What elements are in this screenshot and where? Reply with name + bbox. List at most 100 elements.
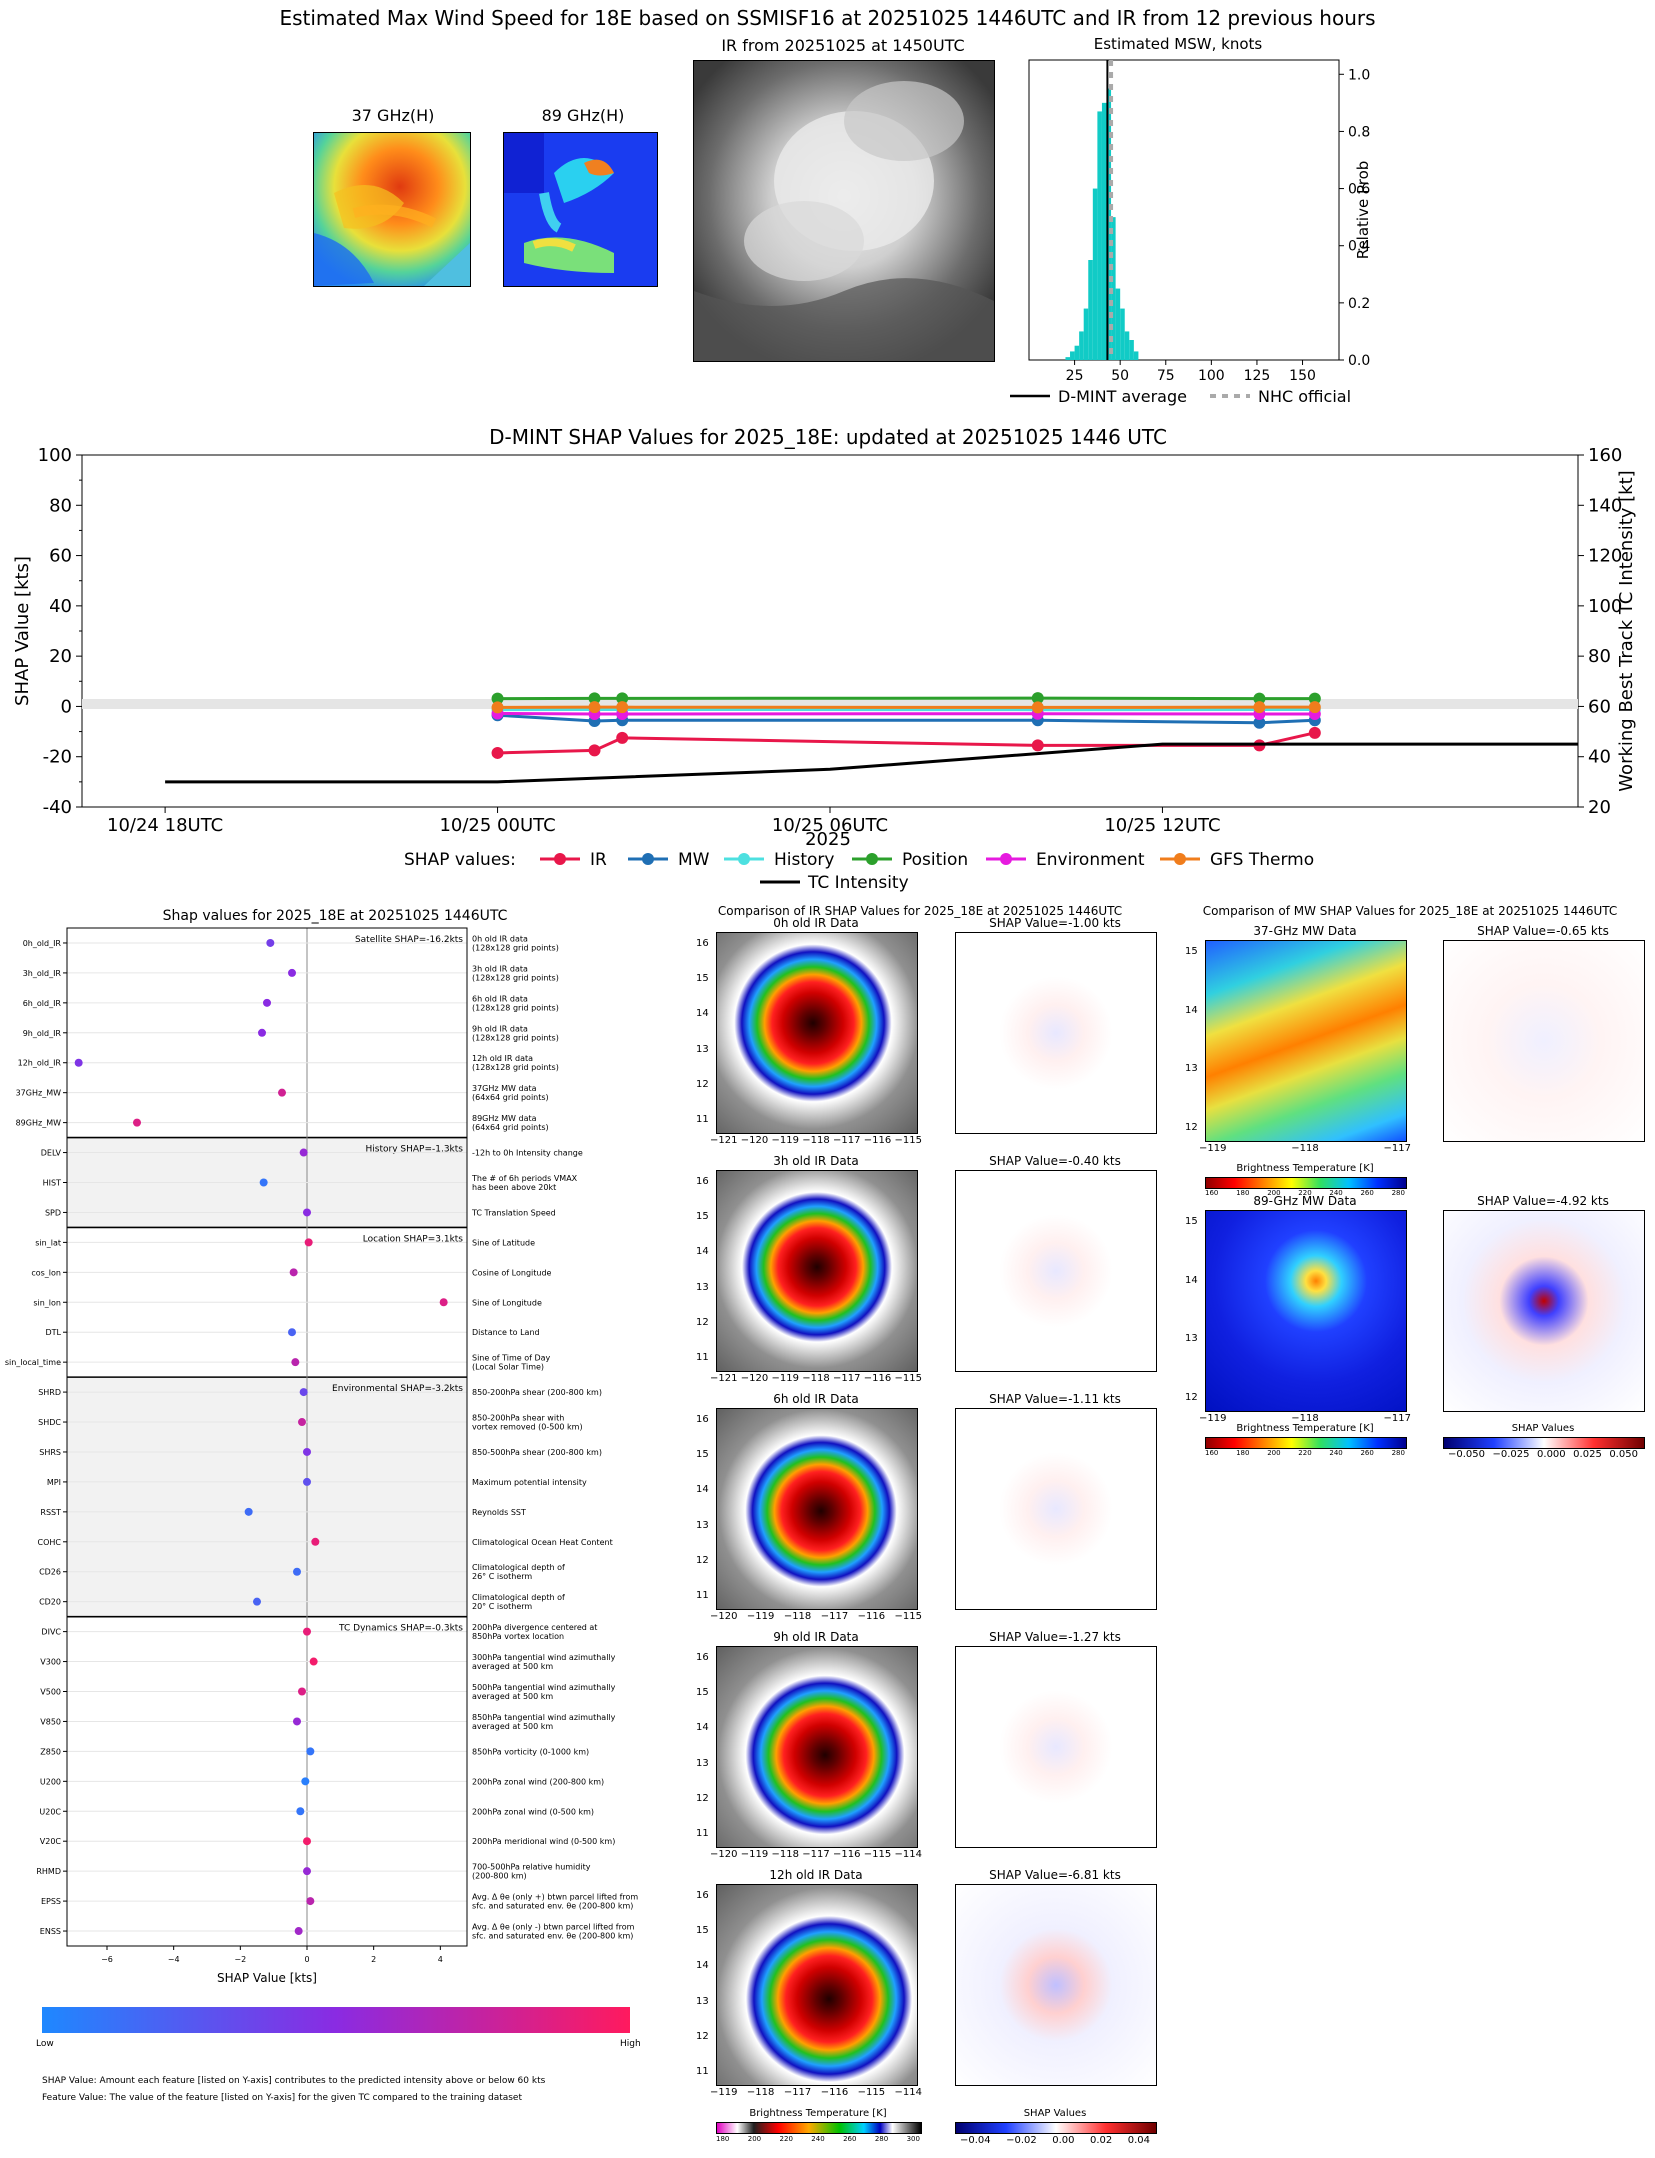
- mw-xticks: −119 −118 −117: [1199, 1413, 1411, 1424]
- msw-xtick-label: 50: [1111, 368, 1129, 384]
- feature-description: averaged at 500 km: [472, 1722, 553, 1731]
- ts-ytick-right-label: 160: [1588, 445, 1622, 466]
- feature-description: 850-200hPa shear with: [472, 1414, 564, 1423]
- mw-data-title: 37-GHz MW Data: [1253, 924, 1357, 938]
- feature-description: Climatological Ocean Heat Content: [472, 1538, 613, 1547]
- feature-name: 89GHz_MW: [16, 1119, 61, 1128]
- ir-xtick-label: −118: [802, 1373, 830, 1384]
- ir-xtick-label: −115: [894, 1373, 922, 1384]
- mw-shap-tick: 0.000: [1537, 1449, 1566, 1460]
- mw-bt-tick: 280: [1391, 1449, 1405, 1457]
- histogram-bar: [1088, 260, 1093, 360]
- ir-xticks: −121 −120 −119 −118 −117 −116 −115: [710, 1373, 922, 1384]
- mw-bt-tick: 180: [1236, 1449, 1250, 1457]
- series-point-gfs-thermo: [491, 701, 504, 714]
- feature-name: RSST: [40, 1508, 61, 1517]
- series-point-ir: [1308, 726, 1321, 739]
- feature-point: [293, 1717, 301, 1726]
- mw-bt-tick: 240: [1329, 1189, 1343, 1197]
- ir-xtick-label: −121: [710, 1135, 738, 1146]
- ir-xtick-label: −117: [783, 2087, 812, 2098]
- ir-ytick-label: 12: [696, 1078, 709, 1090]
- ir-xtick-label: −117: [802, 1849, 830, 1860]
- series-point-gfs-thermo: [1031, 701, 1044, 714]
- feature-name: EPSS: [41, 1897, 61, 1906]
- feature-point: [304, 1238, 313, 1247]
- ir-data-title: 12h old IR Data: [769, 1868, 863, 1882]
- ir-xtick-label: −116: [833, 1849, 861, 1860]
- legend-nhc-label: NHC official: [1258, 387, 1351, 406]
- shap-feature-chart: Shap values for 2025_18E at 20251025 144…: [5, 908, 641, 2103]
- feature-name: U200: [40, 1777, 61, 1786]
- mw-shap-title: SHAP Value=-4.92 kts: [1477, 1194, 1609, 1208]
- msw-histogram: Estimated MSW, knots 25 50 75 100 125 150 0.0…: [1010, 36, 1372, 406]
- ts-ytick-right-label: 140: [1588, 495, 1622, 516]
- ir-data-image: [716, 1408, 918, 1610]
- ir-data-title: 0h old IR Data: [773, 916, 859, 930]
- mw37-image: [313, 132, 471, 287]
- feature-name: MPI: [47, 1478, 61, 1487]
- ts-xtick-label: 10/25 00UTC: [439, 815, 555, 836]
- mw-bt-tick: 220: [1298, 1189, 1312, 1197]
- mw-bt-tick: 240: [1329, 1449, 1343, 1457]
- feature-name: DTL: [45, 1328, 61, 1337]
- feature-point: [293, 1567, 301, 1576]
- msw-ytick-label: 0.4: [1348, 239, 1370, 255]
- mw-shap-title: SHAP Value=-0.65 kts: [1477, 924, 1609, 938]
- mw-ytick-label: 12: [1185, 1122, 1198, 1133]
- mw-bt-tick: 160: [1205, 1189, 1219, 1197]
- ir-ytick-label: 16: [696, 1176, 709, 1187]
- mw-shap-image: [1443, 940, 1645, 1142]
- series-point-position: [1308, 692, 1321, 705]
- feature-name: Z850: [40, 1747, 61, 1756]
- ir-ytick-label: 11: [696, 1590, 709, 1601]
- ts-ytick-label: 20: [49, 646, 72, 667]
- feature-point: [244, 1507, 253, 1516]
- series-point-gfs-thermo: [1253, 701, 1266, 714]
- ts-ytick-label: 100: [38, 445, 72, 466]
- series-point-gfs-thermo: [616, 701, 629, 714]
- feature-name: ENSS: [40, 1927, 61, 1936]
- feature-description: 9h old IR data: [472, 1024, 528, 1033]
- ir-xtick-label: −120: [710, 1849, 738, 1860]
- ir-data-image: [716, 932, 918, 1134]
- feature-description: 20° C isotherm: [472, 1602, 532, 1611]
- shap-time-title: D-MINT SHAP Values for 2025_18E: updated…: [489, 425, 1167, 449]
- msw-axes-frame: [1028, 59, 1340, 361]
- ir-ytick-label: 16: [696, 938, 709, 949]
- ir-ytick-label: 14: [696, 1722, 709, 1734]
- series-point-position: [616, 692, 629, 705]
- feature-point: [294, 1927, 303, 1936]
- ir-data-image: [716, 1170, 918, 1372]
- ir-xtick-label: −114: [894, 2087, 922, 2098]
- legend-dmint-label: D-MINT average: [1058, 387, 1187, 406]
- feature-point: [299, 1388, 308, 1397]
- histogram-bar: [1097, 111, 1102, 360]
- msw-xtick-label: 25: [1066, 368, 1084, 384]
- legend-marker: [738, 853, 750, 865]
- ir-xtick-label: −119: [746, 1611, 775, 1622]
- ir-xtick-label: −116: [863, 1135, 892, 1146]
- ir-xtick-label: −119: [710, 2087, 738, 2098]
- mw-bt-tick: 220: [1298, 1449, 1312, 1457]
- feature-name: SHRD: [38, 1388, 61, 1397]
- feature-description: 89GHz MW data: [472, 1114, 537, 1123]
- feature-description: TC Translation Speed: [471, 1208, 556, 1217]
- ir-data-image: [716, 1884, 918, 2086]
- feature-description: (128x128 grid points): [472, 1003, 559, 1012]
- mw-data-image: [1205, 1210, 1407, 1412]
- legend-label: Environment: [1036, 850, 1145, 870]
- ir-ytick-label: 15: [696, 1211, 709, 1223]
- msw-ytick-label: 0.6: [1348, 182, 1370, 198]
- ts-ytick-label: 60: [49, 546, 72, 567]
- mw-shap-tick: 0.050: [1609, 1449, 1638, 1460]
- feature-point: [311, 1537, 320, 1546]
- ir-shap-title: SHAP Value=-1.27 kts: [989, 1630, 1121, 1644]
- histogram-bar: [1083, 308, 1089, 360]
- legend-marker: [1000, 853, 1012, 865]
- ir-xtick-label: −119: [740, 1849, 769, 1860]
- ir-xtick-label: −115: [894, 1611, 922, 1622]
- feature-name: 37GHz_MW: [16, 1089, 61, 1098]
- histogram-bar: [1115, 288, 1121, 360]
- ir-xtick-label: −117: [833, 1373, 861, 1384]
